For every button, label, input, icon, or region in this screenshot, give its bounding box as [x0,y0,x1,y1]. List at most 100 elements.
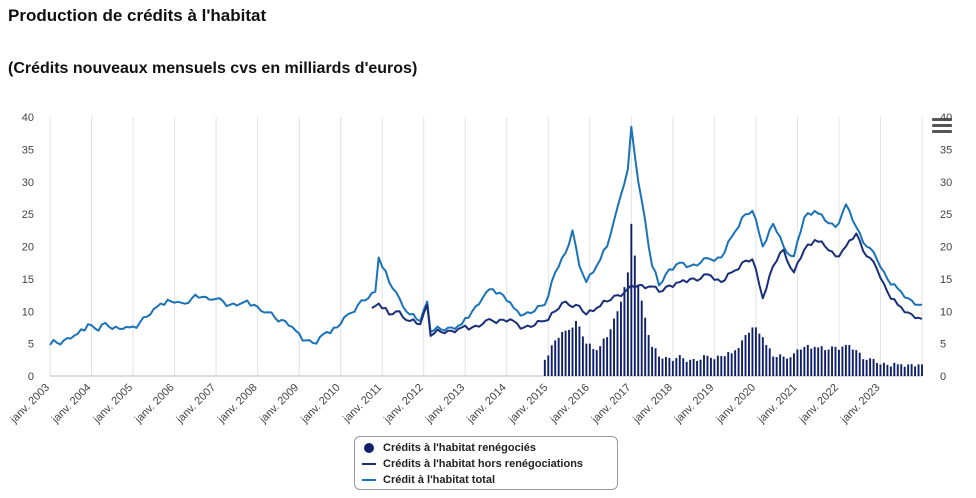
x-tick-label: janv. 2020 [714,382,759,427]
bar-renegocies [602,338,605,376]
bar-renegocies [678,354,681,376]
bar-renegocies [768,348,771,376]
bar-renegocies [910,364,913,376]
bar-renegocies [644,317,647,376]
bar-renegocies [879,364,882,376]
bar-renegocies [813,346,816,376]
bar-renegocies [917,364,920,376]
bar-renegocies [872,358,875,376]
x-tick-label: janv. 2017 [589,382,634,427]
bar-renegocies [810,348,813,376]
y-tick-label-right: 15 [940,274,952,286]
bar-renegocies [789,357,792,376]
x-tick-label: janv. 2005 [91,382,136,427]
bar-renegocies [903,366,906,376]
bar-renegocies [921,364,923,376]
bar-renegocies [609,329,612,376]
bar-renegocies [865,359,868,376]
bar-renegocies [620,301,622,376]
bar-renegocies [599,346,602,376]
y-tick-label-right: 25 [940,209,952,221]
series-line-hors-renegociations [371,232,923,337]
legend-label: Crédit à l'habitat total [383,474,496,486]
bar-renegocies [554,340,557,376]
x-tick-label: janv. 2011 [340,382,384,426]
bar-renegocies [727,352,730,376]
x-tick-label: janv. 2021 [755,382,800,427]
bar-renegocies [675,358,678,376]
bar-renegocies [543,359,546,376]
y-tick-label-right: 5 [940,339,946,351]
bar-renegocies [616,311,619,376]
bar-renegocies [896,364,899,376]
bar-renegocies [651,346,654,376]
y-tick-label-right: 30 [940,177,952,189]
bar-renegocies [889,366,892,376]
legend-line-icon [362,463,376,465]
bar-renegocies [754,327,757,376]
bar-renegocies [640,300,643,376]
bar-renegocies [851,349,854,376]
bar-renegocies [592,348,595,376]
bar-renegocies [723,356,726,376]
bar-renegocies [858,352,861,376]
y-tick-label-left: 5 [28,339,34,351]
legend-item-renegocies[interactable]: Crédits à l'habitat renégociés [361,440,611,456]
bar-renegocies [668,357,671,376]
bar-renegocies [844,344,847,376]
bar-renegocies [761,337,764,376]
legend-label: Crédits à l'habitat renégociés [383,442,536,454]
bar-renegocies [713,359,716,376]
legend-line-icon [362,479,376,481]
legend-label: Crédits à l'habitat hors renégociations [383,458,584,470]
x-tick-label: janv. 2008 [215,382,260,427]
legend-dot-icon [364,443,374,453]
series-line-total [49,125,922,346]
bar-renegocies [772,356,775,376]
x-tick-label: janv. 2006 [132,382,177,427]
bar-renegocies [692,359,695,376]
bar-renegocies [793,353,795,376]
bar-renegocies [647,335,650,376]
y-tick-label-left: 25 [22,209,34,221]
bar-renegocies [765,345,768,376]
bar-renegocies [838,349,840,376]
bar-renegocies [758,333,761,376]
bar-renegocies [893,362,896,376]
bar-renegocies [706,355,709,376]
bar-renegocies [588,343,591,376]
x-tick-label: janv. 2012 [381,382,426,427]
bar-renegocies [630,223,633,376]
bar-renegocies [557,337,560,376]
chart-subtitle: (Crédits nouveaux mensuels cvs en millia… [8,60,418,77]
y-tick-label-left: 10 [22,306,34,318]
bar-renegocies [862,359,865,376]
y-tick-label-right: 35 [940,144,952,156]
bar-renegocies [633,255,636,376]
legend-item-hors-renegociations[interactable]: Crédits à l'habitat hors renégociations [361,456,611,472]
x-tick-label: janv. 2019 [672,382,717,427]
bar-renegocies [876,363,878,376]
bar-renegocies [869,358,872,376]
legend-item-total[interactable]: Crédit à l'habitat total [361,472,611,488]
bar-renegocies [550,345,553,376]
bar-renegocies [699,359,702,376]
bar-renegocies [564,330,567,376]
x-tick-label: janv. 2004 [49,382,94,427]
bar-renegocies [737,347,740,376]
y-tick-label-left: 20 [22,242,34,254]
y-tick-label-left: 30 [22,177,34,189]
y-tick-label-left: 15 [22,274,34,286]
bar-renegocies [744,335,747,376]
x-tick-label: janv. 2014 [464,382,509,427]
x-tick-label: janv. 2009 [257,382,302,427]
bar-renegocies [571,327,574,376]
bar-renegocies [664,356,667,376]
y-tick-label-right: 40 [940,112,952,124]
bar-renegocies [709,357,712,376]
bar-renegocies [568,329,570,376]
bar-renegocies [734,350,737,376]
context-menu-icon[interactable] [932,118,952,136]
bar-renegocies [606,337,609,376]
x-tick-label: janv. 2023 [838,382,883,427]
